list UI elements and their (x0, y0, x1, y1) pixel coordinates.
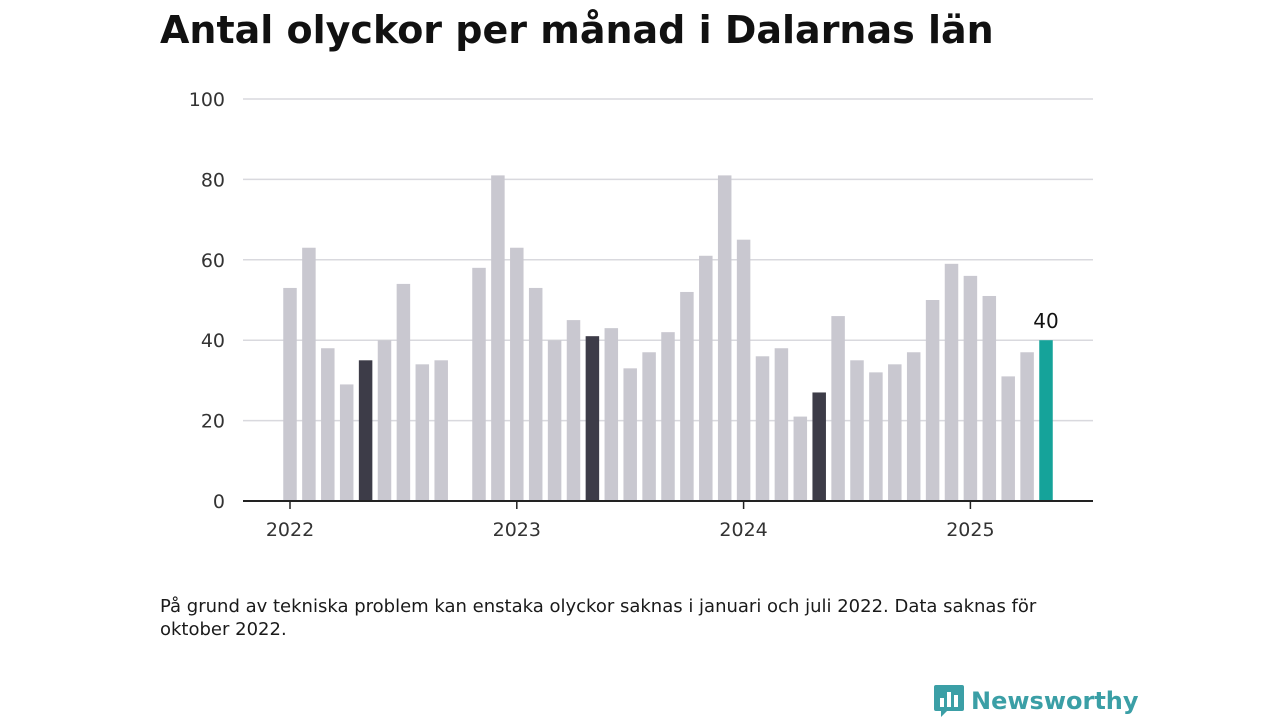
bar-2025-04 (1020, 352, 1034, 501)
bar-2022-01 (283, 287, 297, 501)
brand-name: Newsworthy (971, 687, 1139, 715)
bar-2022-11 (472, 267, 486, 501)
bar-2024-08 (869, 372, 883, 501)
bar-2024-12 (944, 263, 959, 501)
bar-2025-05 (1039, 340, 1053, 501)
bar-2023-07 (623, 368, 637, 501)
bar-2023-10 (680, 291, 694, 501)
bar-2022-12 (491, 175, 505, 501)
x-tick-label: 2024 (719, 519, 767, 541)
y-tick-label: 0 (213, 491, 225, 513)
bar-2025-03 (1001, 376, 1015, 501)
x-tick-label: 2023 (493, 519, 541, 541)
x-tick-label: 2022 (266, 519, 314, 541)
bar-chart: 40 0 20 40 60 80 100 2022 2023 2024 2025 (189, 89, 1093, 541)
x-tick-label: 2025 (946, 519, 994, 541)
bar-2024-02 (755, 356, 770, 501)
bar-2022-08 (415, 364, 430, 501)
bar-2022-07 (396, 283, 411, 501)
bar-2023-03 (547, 340, 562, 501)
y-tick-label: 80 (201, 169, 225, 191)
bar-2024-07 (850, 360, 864, 501)
footnote: På grund av tekniska problem kan enstaka… (160, 596, 1037, 640)
bar-2023-08 (642, 352, 656, 501)
bar-2024-11 (925, 300, 940, 501)
newsworthy-logo-icon (934, 685, 964, 717)
bar-2024-06 (831, 316, 845, 501)
bar-2025-01 (963, 275, 978, 501)
bar-2023-12 (717, 175, 732, 501)
bars: 40 (283, 175, 1059, 501)
y-tick-label: 100 (189, 89, 225, 111)
bar-2024-03 (774, 348, 789, 501)
bar-2023-04 (566, 320, 581, 501)
bar-2023-06 (604, 328, 619, 501)
bar-2024-05 (812, 392, 826, 501)
bar-2023-11 (699, 255, 713, 501)
latest-value-label: 40 (1033, 309, 1058, 333)
y-tick-label: 60 (201, 250, 225, 272)
bar-2023-09 (661, 332, 675, 501)
bar-2022-03 (321, 348, 335, 501)
chart-title: Antal olyckor per månad i Dalarnas län (160, 8, 994, 52)
bar-2023-02 (528, 287, 543, 501)
bar-2022-06 (377, 340, 392, 501)
bar-2022-02 (302, 247, 316, 501)
bar-2023-01 (510, 247, 524, 501)
axes: 0 20 40 60 80 100 2022 2023 2024 2025 (189, 89, 1093, 541)
bar-2025-02 (982, 295, 997, 501)
bar-2024-04 (793, 416, 808, 501)
bar-2023-05 (585, 336, 600, 501)
bar-2024-09 (888, 364, 902, 501)
bar-2024-10 (906, 352, 921, 501)
bar-2022-09 (434, 360, 448, 501)
bar-2024-01 (736, 239, 751, 501)
brand-logo[interactable]: Newsworthy (933, 682, 1139, 720)
y-tick-label: 40 (201, 330, 225, 352)
bar-2022-05 (358, 360, 373, 501)
bar-2022-04 (339, 384, 354, 501)
y-tick-label: 20 (201, 411, 225, 433)
